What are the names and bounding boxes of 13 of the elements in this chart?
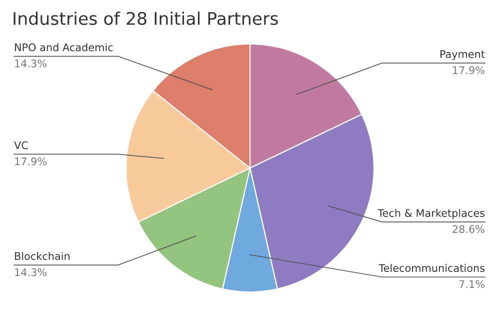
data-label: 17.9% bbox=[453, 66, 484, 74]
chart-title: Industries of 28 Initial Partners bbox=[14, 12, 278, 26]
data-label: 28.6% bbox=[452, 225, 484, 234]
data-label: 17.9% bbox=[15, 157, 47, 166]
slice-label: Telecommunications bbox=[378, 264, 484, 272]
slice-label: NPO and Academic bbox=[15, 43, 113, 52]
data-label: 14.3% bbox=[15, 59, 47, 68]
data-label: 7.1% bbox=[459, 280, 484, 288]
slice-label: Payment bbox=[440, 50, 485, 60]
slice-label: Blockchain bbox=[15, 252, 70, 260]
data-label: 14.3% bbox=[15, 268, 47, 276]
slice-label: VC bbox=[14, 141, 28, 150]
slice-label: Tech & Marketplaces bbox=[378, 208, 484, 219]
